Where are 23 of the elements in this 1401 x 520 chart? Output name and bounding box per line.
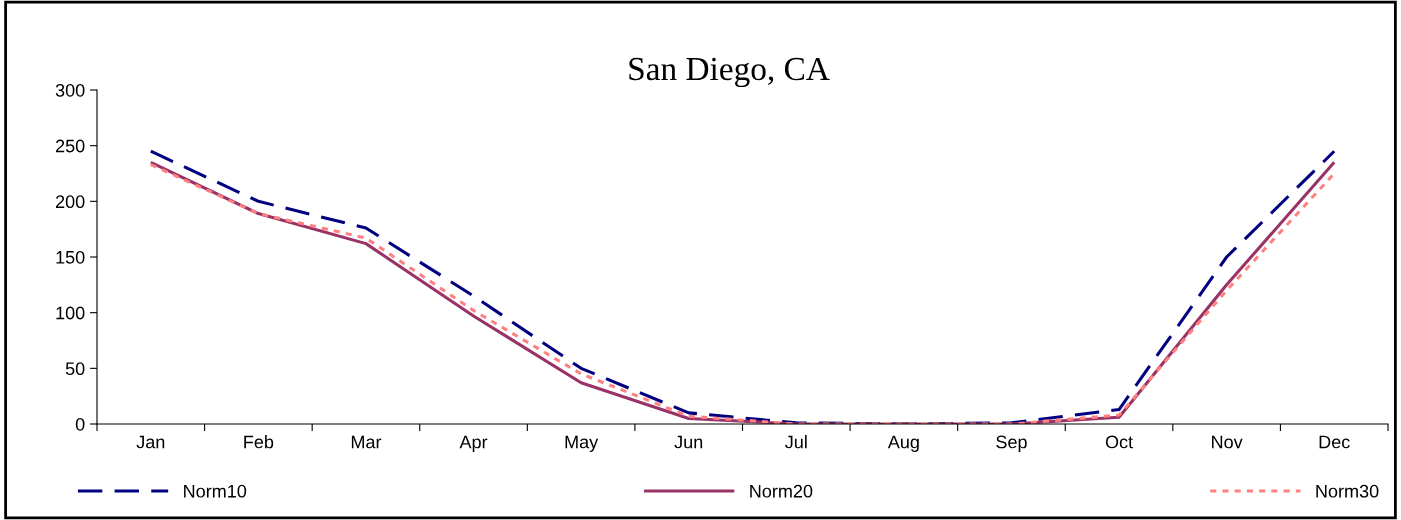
x-tick-label: Jun	[674, 435, 703, 449]
x-tick-label: Jul	[785, 435, 807, 449]
y-tick-label: 300	[55, 83, 85, 97]
y-tick-label: 100	[56, 306, 85, 320]
legend-label: Norm30	[1316, 484, 1379, 498]
x-tick-label: Sep	[996, 435, 1027, 452]
x-tick-label: Jan	[136, 435, 165, 449]
x-tick-label: Aug	[887, 435, 919, 452]
chart-title: San Diego, CA	[629, 57, 830, 88]
legend-label: Norm10	[184, 484, 247, 498]
legend-label: Norm20	[750, 484, 813, 498]
x-tick-label: Apr	[459, 435, 488, 452]
x-tick-label: Nov	[1212, 435, 1243, 449]
y-tick-label: 50	[65, 362, 85, 376]
y-tick-label: 200	[55, 195, 85, 209]
x-tick-label: Mar	[351, 435, 382, 449]
x-tick-label: Dec	[1319, 435, 1350, 449]
y-tick-label: 250	[55, 139, 85, 153]
y-tick-label: 150	[56, 250, 85, 264]
x-tick-label: Oct	[1105, 435, 1133, 449]
y-tick-label: 0	[75, 417, 85, 431]
x-tick-label: May	[565, 435, 599, 452]
x-tick-label: Feb	[244, 435, 274, 449]
